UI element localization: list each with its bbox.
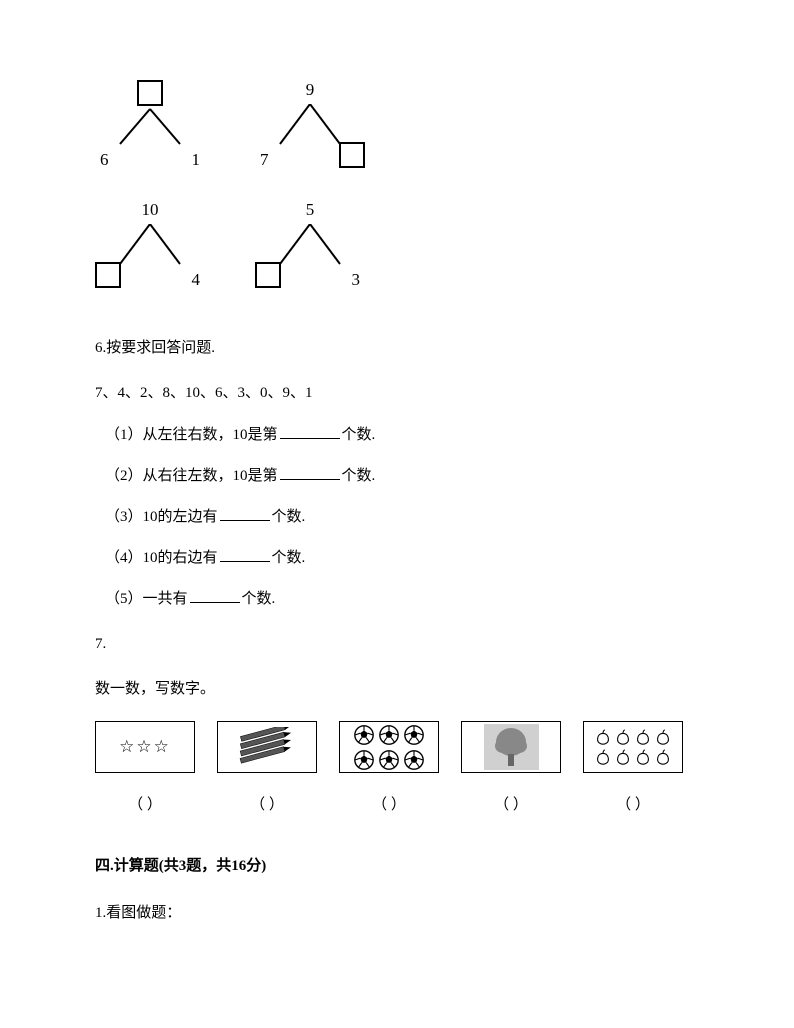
- soccer-icon: [403, 724, 425, 746]
- branch-left-value: 6: [100, 150, 109, 170]
- answer-slot: （ ）: [461, 793, 561, 814]
- blank: [220, 561, 270, 562]
- sub-prefix: （1）从左往右数，10是第: [105, 427, 278, 443]
- apple-icon: [654, 728, 672, 746]
- sub-prefix: （2）从右往左数，10是第: [105, 468, 278, 484]
- q6-sub-1: （1）从左往右数，10是第 个数.: [105, 422, 699, 449]
- top-value: 5: [306, 200, 315, 220]
- q6-sub-5: （5）一共有 个数.: [105, 586, 699, 613]
- empty-box: [255, 262, 281, 288]
- q6-numbers: 7、4、2、8、10、6、3、0、9、1: [95, 380, 699, 407]
- count-box-stars: ☆☆☆: [95, 721, 195, 773]
- branch-right-value: 3: [352, 270, 361, 290]
- q1-title: 1.看图做题：: [95, 900, 699, 927]
- count-answers-row: （ ） （ ） （ ） （ ） （ ）: [95, 793, 699, 814]
- branch-lines: [270, 104, 350, 149]
- branch-right-value: 4: [192, 270, 201, 290]
- branch-lines: [270, 224, 350, 269]
- blank: [280, 438, 340, 439]
- apple-icon: [634, 748, 652, 766]
- top-value: 9: [306, 80, 315, 100]
- count-box-apples: [583, 721, 683, 773]
- apple-icon: [594, 728, 612, 746]
- soccer-icon: [378, 749, 400, 771]
- branch-lines: [110, 104, 190, 149]
- empty-box: [137, 80, 163, 106]
- soccer-icon: [403, 749, 425, 771]
- q7-instruction: 数一数，写数字。: [95, 676, 699, 703]
- section-4-header: 四.计算题(共3题，共16分): [95, 854, 699, 875]
- apple-icon: [634, 728, 652, 746]
- blank: [190, 602, 240, 603]
- count-box-soccer: [339, 721, 439, 773]
- pencils-icon: [222, 727, 312, 767]
- sub-suffix: 个数.: [342, 427, 376, 443]
- soccer-icon: [378, 724, 400, 746]
- empty-box: [95, 262, 121, 288]
- count-items-row: ☆☆☆: [95, 721, 699, 773]
- sub-suffix: 个数.: [342, 468, 376, 484]
- sub-suffix: 个数.: [272, 550, 306, 566]
- sub-suffix: 个数.: [272, 509, 306, 525]
- count-box-pencils: [217, 721, 317, 773]
- diagram-row-2: 10 4 5 3: [95, 200, 699, 290]
- sub-prefix: （3）10的左边有: [105, 509, 218, 525]
- soccer-icon: [353, 749, 375, 771]
- number-bond-2: 9 7: [255, 80, 365, 170]
- q6-sub-3: （3）10的左边有 个数.: [105, 504, 699, 531]
- branch-lines: [110, 224, 190, 269]
- q6-title: 6.按要求回答问题.: [95, 335, 699, 362]
- number-bond-4: 5 3: [255, 200, 365, 290]
- answer-slot: （ ）: [217, 793, 317, 814]
- branch-left-value: 7: [260, 150, 269, 170]
- diagram-row-1: 6 1 9 7: [95, 80, 699, 170]
- soccer-icon: [353, 724, 375, 746]
- answer-slot: （ ）: [339, 793, 439, 814]
- q6-sub-4: （4）10的右边有 个数.: [105, 545, 699, 572]
- tree-icon: [484, 724, 539, 770]
- apple-icon: [614, 728, 632, 746]
- branch-right-value: 1: [192, 150, 201, 170]
- q7-num: 7.: [95, 631, 699, 658]
- number-bond-3: 10 4: [95, 200, 205, 290]
- apple-icon: [654, 748, 672, 766]
- q6-sub-2: （2）从右往左数，10是第 个数.: [105, 463, 699, 490]
- empty-box: [339, 142, 365, 168]
- count-box-tree: [461, 721, 561, 773]
- stars-icon: ☆☆☆: [119, 737, 171, 757]
- sub-prefix: （4）10的右边有: [105, 550, 218, 566]
- sub-suffix: 个数.: [242, 591, 276, 607]
- top-value: 10: [142, 200, 159, 220]
- sub-prefix: （5）一共有: [105, 591, 188, 607]
- number-bond-1: 6 1: [95, 80, 205, 170]
- apple-icon: [594, 748, 612, 766]
- apple-icon: [614, 748, 632, 766]
- blank: [220, 520, 270, 521]
- answer-slot: （ ）: [95, 793, 195, 814]
- answer-slot: （ ）: [583, 793, 683, 814]
- blank: [280, 479, 340, 480]
